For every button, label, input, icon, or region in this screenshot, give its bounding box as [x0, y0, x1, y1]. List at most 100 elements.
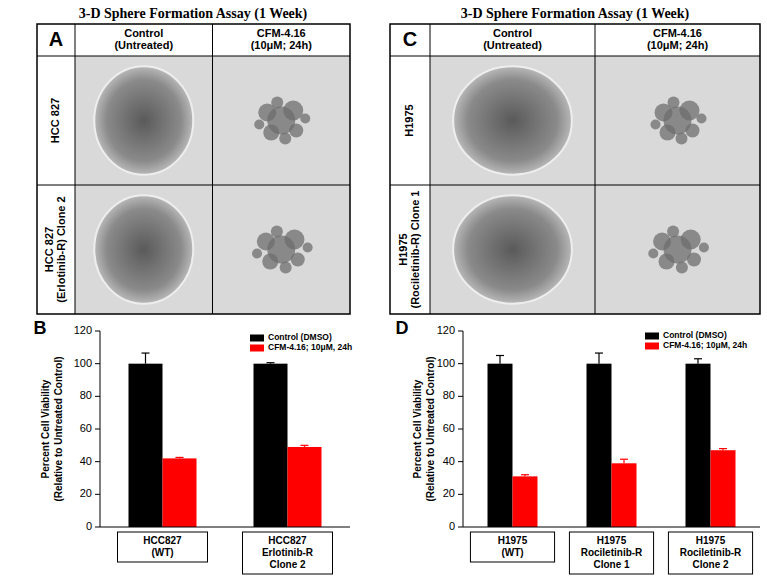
- bar: [254, 364, 288, 527]
- panel-line: [595, 24, 596, 314]
- legend: Control (DMSO)CFM-4.16; 10μM, 24h: [250, 332, 352, 352]
- sphere: [94, 66, 193, 174]
- text-line: Erlotinib-R: [262, 547, 314, 558]
- error-cap: [301, 445, 309, 446]
- text-line: 20: [443, 487, 455, 499]
- y-label-group: Percent Cell Viability(Relative to Untre…: [39, 356, 63, 501]
- text-line: (Rociletinib-R) Clone 1: [409, 191, 421, 309]
- legend-swatch: [645, 333, 659, 340]
- row-label-group: H1975: [403, 104, 415, 136]
- y-tick: [458, 363, 463, 364]
- category-box: [243, 532, 333, 574]
- error-bar: [267, 362, 275, 364]
- column-header: Control(Untreated): [483, 27, 542, 51]
- text-line: Percent Cell Viability: [39, 379, 50, 478]
- legend-swatch: [250, 345, 264, 352]
- legend: Control (DMSO)CFM-4.16; 10μM, 24h: [645, 330, 747, 350]
- cell-cluster: [283, 101, 303, 121]
- cell-cluster: [291, 253, 305, 267]
- bar: [612, 463, 637, 527]
- text-line: 3-D Sphere Formation Assay (1 Week): [79, 6, 308, 22]
- y-tick: [458, 331, 463, 332]
- panel-line: [390, 56, 760, 57]
- text-line: Control: [493, 27, 532, 39]
- row-label: H1975: [403, 104, 415, 136]
- panel-frame: [37, 24, 350, 314]
- panel-line: [75, 24, 76, 314]
- text-line: Percent Cell Viability: [411, 379, 422, 478]
- y-tick: [95, 363, 100, 364]
- cell-cluster: [687, 253, 701, 267]
- bar: [288, 447, 322, 527]
- legend-label: Control (DMSO): [268, 332, 332, 342]
- y-tick: [458, 396, 463, 397]
- bar: [129, 364, 163, 527]
- legend-label: CFM-4.16; 10μM, 24h: [663, 340, 747, 350]
- bars: [488, 353, 736, 527]
- text-line: (10μM; 24h): [647, 39, 708, 51]
- cell-cluster: [300, 114, 310, 124]
- row-label-group: H1975(Rociletinib-R) Clone 1: [397, 191, 421, 309]
- text-line: 40: [80, 455, 92, 467]
- text-line: (WT): [151, 547, 173, 558]
- text-line: A: [49, 28, 63, 50]
- category-label: HCC827(WT): [143, 535, 182, 558]
- text-line: (WT): [501, 547, 523, 558]
- y-tick: [95, 429, 100, 430]
- panel-label: D: [396, 318, 409, 338]
- text-line: B: [34, 318, 47, 338]
- bar: [163, 458, 197, 527]
- bar: [513, 476, 538, 527]
- text-line: 80: [443, 389, 455, 401]
- cell-cluster: [279, 133, 291, 145]
- y-tick-label: 60: [80, 422, 92, 434]
- y-tick: [95, 527, 100, 528]
- cell-cluster: [686, 124, 700, 138]
- y-tick-label: 120: [74, 324, 92, 336]
- category-label: HCC827Erlotinib-RClone 2: [262, 535, 314, 570]
- text-line: H1975: [403, 104, 415, 136]
- text-line: H1975: [397, 233, 409, 265]
- y-tick-label: 20: [443, 487, 455, 499]
- text-line: 60: [443, 422, 455, 434]
- cell-cluster: [289, 124, 303, 138]
- cell-cluster: [680, 101, 700, 121]
- error-cap: [719, 448, 727, 449]
- text-line: 40: [443, 455, 455, 467]
- category-label: H1975Rociletinib-RClone 1: [581, 535, 643, 570]
- micrograph: [430, 185, 595, 314]
- text-line: 3-D Sphere Formation Assay (1 Week): [461, 6, 690, 22]
- text-line: 100: [437, 357, 455, 369]
- category-label: H1975Rociletinib-RClone 2: [680, 535, 742, 570]
- legend-swatch: [250, 335, 264, 342]
- text-line: H1975: [696, 535, 726, 546]
- category-label: H1975(WT): [498, 535, 528, 558]
- error-bar: [142, 353, 150, 364]
- panel-frame: [390, 24, 760, 314]
- text-line: (Relative to Untreated Control): [52, 356, 63, 501]
- text-line: HCC 827: [43, 227, 55, 272]
- panel-line: [37, 56, 350, 57]
- x-axis: [463, 527, 760, 528]
- cell-cluster: [681, 230, 701, 250]
- cell-cluster: [676, 262, 688, 274]
- column-header: CFM-4.16(10μM; 24h): [647, 27, 708, 51]
- error-cap: [267, 362, 275, 363]
- text-line: HCC 827: [49, 98, 61, 143]
- text-line: CFM-4.16; 10μM, 24h: [268, 342, 352, 352]
- bar: [587, 364, 612, 527]
- text-line: H1975: [597, 535, 627, 546]
- error-bar: [595, 353, 603, 364]
- error-stem: [598, 353, 599, 364]
- cell-cluster: [252, 249, 262, 259]
- text-line: D: [396, 318, 409, 338]
- text-line: CFM-4.16; 10μM, 24h: [663, 340, 747, 350]
- y-tick: [95, 331, 100, 332]
- cell-cluster: [254, 120, 264, 130]
- text-line: 120: [437, 324, 455, 336]
- row-label-group: HCC 827(Erlotinib-R) Clone 2: [43, 196, 67, 302]
- text-line: (Relative to Untreated Control): [424, 356, 435, 501]
- cell-cluster: [280, 262, 292, 274]
- cell-cluster: [667, 226, 679, 238]
- y-tick-label: 100: [437, 357, 455, 369]
